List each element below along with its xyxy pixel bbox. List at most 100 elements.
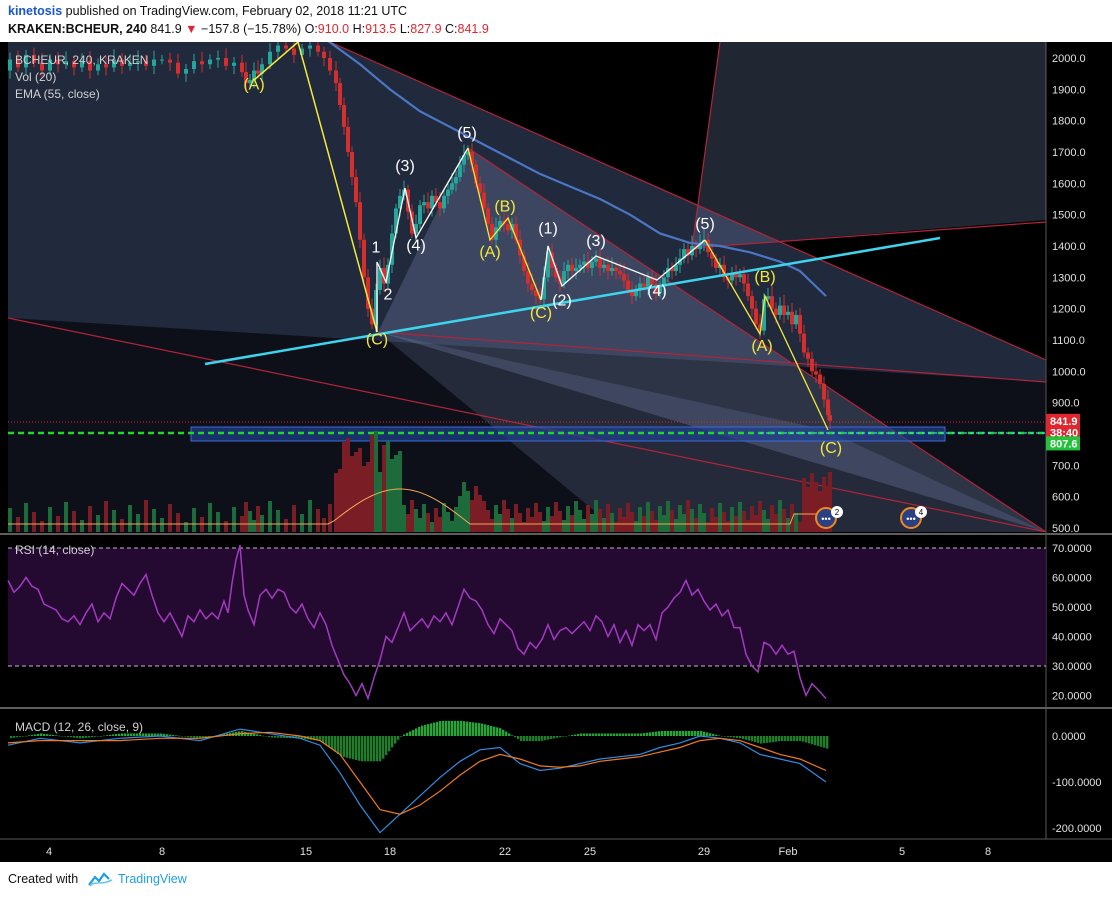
macd-hist-bar: [370, 736, 373, 762]
event-icon-4[interactable]: ••• 4: [900, 506, 927, 529]
macd-hist-bar: [685, 730, 688, 736]
candle-body: [570, 264, 574, 272]
volume-bar: [338, 469, 342, 532]
svg-text:841.9: 841.9: [1050, 416, 1078, 428]
candle-body: [698, 242, 702, 250]
volume-bar: [342, 442, 346, 532]
candle-body: [810, 358, 814, 372]
volume-bar: [730, 507, 734, 532]
macd-hist-bar: [535, 736, 538, 742]
macd-hist-bar: [376, 736, 379, 762]
candle-body: [276, 45, 280, 52]
macd-hist-bar: [667, 730, 670, 736]
chart-area[interactable]: (A)(C)12(3)(4)(5)(B)(A)(1)(3)(C)(2)(4)(5…: [0, 42, 1112, 862]
macd-hist-bar: [631, 733, 634, 736]
macd-hist-bar: [136, 733, 139, 736]
macd-hist-bar: [724, 736, 727, 737]
candle-body: [798, 314, 802, 334]
candle-body: [642, 283, 646, 287]
macd-hist-bar: [733, 736, 736, 738]
candle-body: [522, 255, 526, 272]
volume-bar: [770, 505, 774, 532]
close-value: 841.9: [457, 22, 489, 36]
macd-hist-bar: [52, 734, 55, 736]
wave-line-abc2: [704, 239, 829, 431]
candle-body: [342, 105, 346, 127]
candle-body: [248, 79, 252, 84]
candle-body: [378, 267, 382, 290]
time-axis: 4 8 15 18 22 25 29 Feb 5 8: [46, 846, 991, 858]
macd-hist-bar: [142, 733, 145, 736]
event-icon-2[interactable]: ••• 2: [815, 506, 843, 529]
publish-line: kinetosis published on TradingView.com, …: [8, 4, 407, 18]
macd-hist-bar: [811, 736, 814, 745]
macd-hist-bar: [379, 736, 382, 762]
volume-bar: [426, 513, 430, 532]
macd-hist-bar: [421, 725, 424, 736]
candle-body: [224, 58, 228, 66]
volume-bar: [610, 513, 614, 532]
wave-label: (B): [494, 199, 515, 216]
macd-hist-bar: [610, 733, 613, 736]
volume-bar: [378, 472, 382, 532]
macd-hist-bar: [445, 720, 448, 736]
candle-body: [478, 183, 482, 193]
macd-hist-bar: [751, 736, 754, 742]
candle-body: [32, 54, 36, 63]
macd-hist-bar: [367, 736, 370, 762]
macd-hist-bar: [193, 736, 196, 738]
volume-bar: [410, 500, 414, 532]
volume-bar: [758, 501, 762, 532]
price-axis: 2000.0 1900.0 1800.0 1700.0 1600.0 1500.0 1400…: [1052, 53, 1086, 535]
macd-hist-bar: [358, 736, 361, 761]
candle-body: [374, 289, 378, 325]
volume-bar: [256, 506, 260, 532]
ohlc-line: KRAKEN:BCHEUR, 240 841.9 ▼ −157.8 (−15.7…: [8, 22, 489, 36]
volume-bar: [168, 504, 172, 532]
macd-hist-bar: [205, 736, 208, 738]
candle-body: [430, 195, 434, 209]
volume-bar: [386, 441, 390, 532]
footer-brand[interactable]: TradingView: [118, 872, 187, 886]
macd-hist-bar: [712, 733, 715, 736]
candle-body: [658, 286, 662, 293]
macd-hist-bar: [334, 736, 337, 752]
volume-bar: [244, 502, 248, 532]
candle-body: [292, 48, 296, 55]
macd-hist-bar: [775, 736, 778, 742]
wave-label: (3): [586, 233, 606, 250]
macd-hist-bar: [490, 725, 493, 736]
candle-body: [550, 252, 554, 268]
symbol-label: KRAKEN:BCHEUR, 240: [8, 22, 147, 36]
macd-hist-bar: [256, 734, 259, 736]
macd-hist-bar: [436, 721, 439, 736]
macd-hist-bar: [595, 733, 598, 736]
macd-hist-bar: [499, 728, 502, 736]
svg-text:4: 4: [919, 508, 924, 517]
volume-bar: [406, 514, 410, 532]
candle-body: [506, 224, 510, 231]
author-name[interactable]: kinetosis: [8, 4, 63, 18]
volume-bar: [682, 514, 686, 532]
macd-hist-bar: [709, 733, 712, 736]
macd-hist-bar: [673, 730, 676, 736]
volume-bar: [248, 511, 252, 532]
volume-bar: [778, 500, 782, 532]
macd-hist-bar: [580, 733, 583, 736]
volume-bar: [192, 508, 196, 532]
macd-hist-bar: [460, 720, 463, 736]
volume-bar: [402, 505, 406, 532]
candle-body: [8, 59, 12, 71]
volume-bar: [398, 451, 402, 532]
candle-body: [818, 374, 822, 384]
tradingview-logo-icon[interactable]: [88, 871, 114, 887]
macd-hist-bar: [286, 736, 289, 739]
macd-hist-bar: [739, 736, 742, 739]
volume-bar: [346, 438, 350, 532]
candle-body: [714, 258, 718, 268]
macd-hist-bar: [397, 736, 400, 740]
candle-body: [72, 61, 76, 68]
price-tick-label: 1500.0: [1052, 210, 1086, 222]
macd-hist-bar: [790, 736, 793, 742]
macd-hist-bar: [706, 732, 709, 736]
